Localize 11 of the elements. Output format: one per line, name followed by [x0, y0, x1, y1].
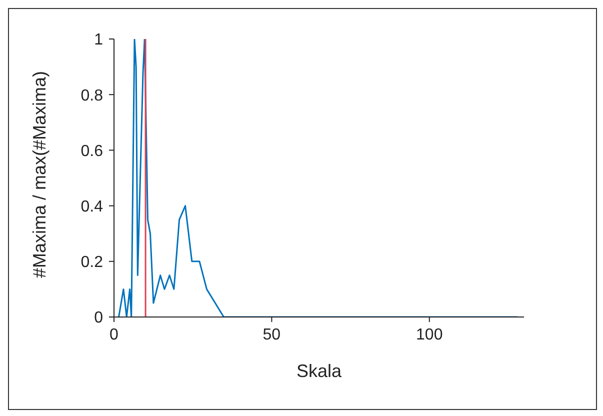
x-tick-label: 0 — [110, 326, 119, 344]
y-tick-label: 0.4 — [80, 198, 104, 216]
y-tick-label: 1 — [94, 32, 104, 49]
y-tick-label: 0 — [94, 310, 104, 327]
x-tick-label: 100 — [416, 326, 443, 344]
x-axis-title: Skala — [296, 361, 342, 381]
x-tick-label: 50 — [262, 326, 281, 344]
y-axis-title: #Maxima / max(#Maxima) — [29, 70, 50, 278]
y-tick-label: 0.2 — [80, 254, 104, 272]
y-tick-label: 0.8 — [80, 87, 104, 104]
y-tick-label: 0.6 — [80, 142, 104, 160]
